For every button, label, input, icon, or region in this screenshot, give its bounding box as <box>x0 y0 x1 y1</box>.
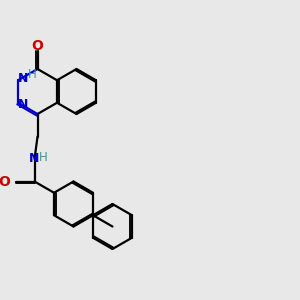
Text: O: O <box>32 39 44 52</box>
Text: N: N <box>18 98 28 111</box>
Text: H: H <box>28 68 36 81</box>
Text: H: H <box>39 151 48 164</box>
Text: O: O <box>0 175 11 188</box>
Text: N: N <box>28 152 39 166</box>
Text: N: N <box>18 72 28 85</box>
